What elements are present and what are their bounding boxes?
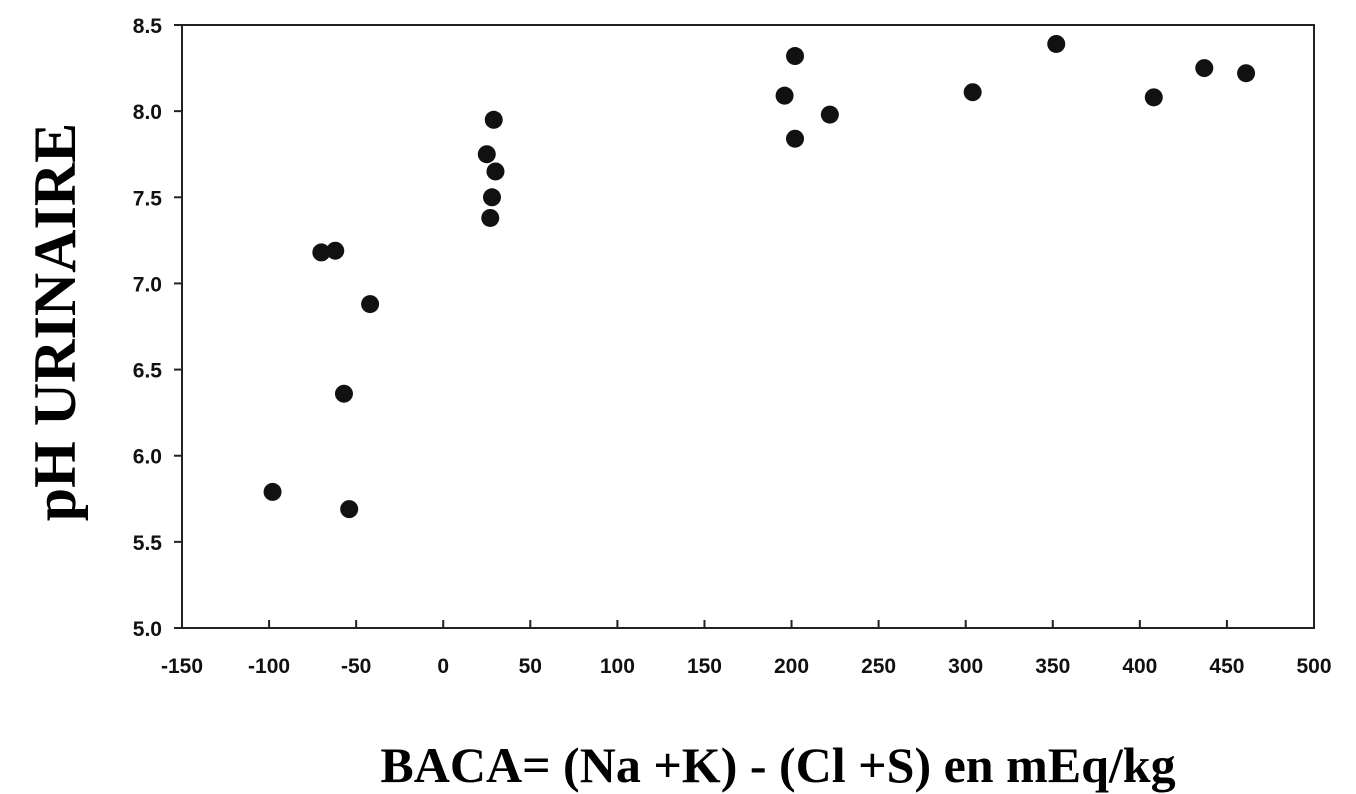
plot-area xyxy=(181,24,1315,629)
data-point xyxy=(312,243,331,262)
data-point xyxy=(786,129,805,148)
data-point xyxy=(1047,34,1066,53)
data-points xyxy=(263,34,1256,519)
data-point xyxy=(263,482,282,501)
data-point xyxy=(334,384,353,403)
data-point xyxy=(361,295,380,314)
x-tick-label: 0 xyxy=(437,655,449,678)
x-tick-label: 350 xyxy=(1035,655,1070,678)
y-tick-label: 5.5 xyxy=(133,532,163,555)
x-tick-label: -100 xyxy=(248,655,290,678)
data-point xyxy=(477,145,496,164)
x-tick-label: 300 xyxy=(948,655,983,678)
y-tick-label: 8.0 xyxy=(133,101,162,124)
data-point xyxy=(340,500,359,519)
data-point xyxy=(486,162,505,181)
y-tick-label: 7.5 xyxy=(133,187,163,210)
x-tick-label: -50 xyxy=(341,655,371,678)
x-tick-label: 50 xyxy=(519,655,542,678)
x-tick-label: 450 xyxy=(1209,655,1244,678)
data-point xyxy=(484,110,503,129)
data-point xyxy=(1237,64,1256,83)
data-point xyxy=(963,83,982,102)
data-point xyxy=(786,47,805,66)
x-tick-label: 150 xyxy=(687,655,722,678)
x-tick-label: -150 xyxy=(161,655,203,678)
x-tick-label: 500 xyxy=(1296,655,1331,678)
y-tick-label: 6.0 xyxy=(133,446,162,469)
y-tick-label: 5.0 xyxy=(133,618,162,641)
data-point xyxy=(775,86,794,105)
x-tick-label: 200 xyxy=(774,655,809,678)
x-tick-label: 100 xyxy=(600,655,635,678)
x-axis-ticks: -150 -100 -50 0 50 100 150 200 250 300 350 400 450 50… xyxy=(161,620,1332,678)
data-point xyxy=(820,105,839,124)
y-axis-title: pH URINAIRE xyxy=(22,123,88,521)
data-point xyxy=(482,188,501,207)
y-tick-label: 6.5 xyxy=(133,360,163,383)
x-tick-label: 250 xyxy=(861,655,896,678)
data-point xyxy=(326,241,345,260)
data-point xyxy=(481,208,500,227)
x-axis-title: BACA= (Na +K) - (Cl +S) en mEq/kg xyxy=(380,737,1175,793)
x-tick-label: 400 xyxy=(1122,655,1157,678)
y-tick-label: 7.0 xyxy=(133,273,162,296)
y-tick-label: 8.5 xyxy=(133,15,163,38)
data-point xyxy=(1144,88,1163,107)
y-axis-ticks: 5.0 5.5 6.0 6.5 7.0 7.5 8.0 8.5 xyxy=(133,15,182,641)
data-point xyxy=(1195,59,1214,78)
